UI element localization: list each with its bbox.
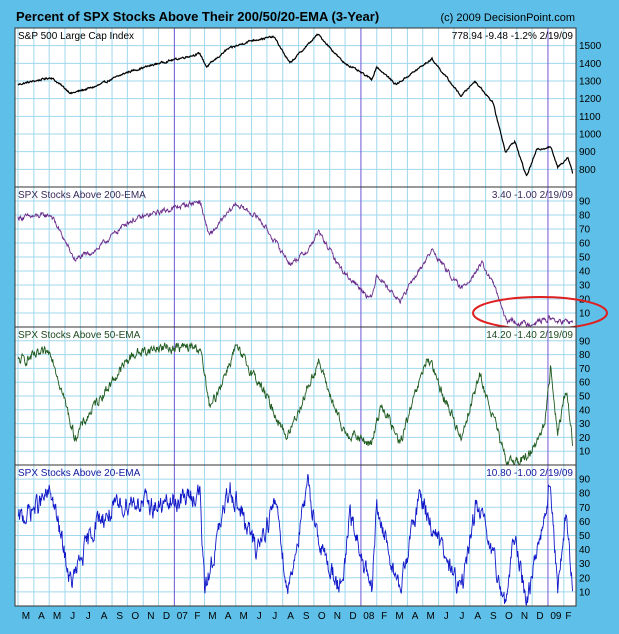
x-month-label: J xyxy=(70,611,75,622)
ema50-stats-text: 14.20 -1.40 2/19/09 xyxy=(486,330,573,341)
x-month-label: S xyxy=(303,611,310,622)
x-month-label: A xyxy=(225,611,232,622)
ema200-stats-text: 3.40 -1.00 2/19/09 xyxy=(492,190,574,201)
spx-series-line xyxy=(17,33,574,177)
x-month-label: O xyxy=(505,611,513,622)
x-month-label: A xyxy=(101,611,108,622)
ema50-ytick-label: 20 xyxy=(579,433,591,444)
ema200-ytick-label: 70 xyxy=(579,225,591,236)
ema50-ytick-label: 60 xyxy=(579,378,591,389)
ema50-ytick-label: 80 xyxy=(579,350,591,361)
chart-panels: 800 900 1000 1100 1200 1300 1400 1500 S&P 500 La… xyxy=(14,27,608,607)
x-month-label: D xyxy=(349,611,356,622)
x-month-label: S xyxy=(490,611,497,622)
ema50-ytick-label: 10 xyxy=(579,447,591,458)
x-month-label: J xyxy=(459,611,464,622)
ema20-panel-border xyxy=(14,464,577,607)
x-month-label: D xyxy=(163,611,170,622)
ema20-series-line xyxy=(18,473,573,607)
x-month-label: M xyxy=(395,611,403,622)
ema20-panel-title: SPX Stocks Above 20-EMA xyxy=(18,468,141,479)
spx-ytick-label: 800 xyxy=(579,165,596,176)
ema50-panel: 10 20 30 40 50 60 70 80 90 SPX Stocks Above 50-EM… xyxy=(14,326,591,467)
ema200-ytick-label: 10 xyxy=(579,309,591,320)
x-month-label: 09 xyxy=(550,611,562,622)
spx-ytick-label: 900 xyxy=(579,147,596,158)
x-month-label: N xyxy=(521,611,528,622)
x-month-label: J xyxy=(444,611,449,622)
ema200-panel-title: SPX Stocks Above 200-EMA xyxy=(18,190,146,201)
x-month-label: O xyxy=(131,611,139,622)
ema50-panel-title: SPX Stocks Above 50-EMA xyxy=(18,330,141,341)
ema200-ytick-label: 30 xyxy=(579,281,591,292)
ema200-ytick-label: 60 xyxy=(579,239,591,250)
ema20-ytick-label: 40 xyxy=(579,545,591,556)
spx-ytick-label: 1500 xyxy=(579,41,602,52)
ema50-ytick-label: 70 xyxy=(579,364,591,375)
x-month-label: A xyxy=(38,611,45,622)
spx-ytick-label: 1200 xyxy=(579,94,602,105)
ema20-ytick-label: 50 xyxy=(579,531,591,542)
spx-stats-text: 778.94 -9.48 -1.2% 2/19/09 xyxy=(452,31,574,42)
ema20-panel: 10 20 30 40 50 60 70 80 90 SPX Stocks Above 20-EM… xyxy=(14,464,591,607)
x-month-label: O xyxy=(318,611,326,622)
x-month-label: S xyxy=(116,611,123,622)
ema20-ytick-label: 60 xyxy=(579,517,591,528)
ema20-ytick-label: 80 xyxy=(579,489,591,500)
ema200-ytick-label: 80 xyxy=(579,211,591,222)
spx-ytick-label: 1300 xyxy=(579,77,602,88)
x-month-label: N xyxy=(147,611,154,622)
spx-panel-title: S&P 500 Large Cap Index xyxy=(18,31,134,42)
ema50-ytick-label: 40 xyxy=(579,405,591,416)
x-month-label: F xyxy=(381,611,387,622)
x-month-label: M xyxy=(427,611,435,622)
ema200-ytick-label: 50 xyxy=(579,253,591,264)
spx-ytick-label: 1000 xyxy=(579,130,602,141)
x-month-label: J xyxy=(272,611,277,622)
x-month-label: M xyxy=(239,611,247,622)
x-month-label: J xyxy=(257,611,262,622)
x-month-label: F xyxy=(565,611,571,622)
copyright-text: (c) 2009 DecisionPoint.com xyxy=(440,12,575,24)
x-month-label: 07 xyxy=(177,611,189,622)
ema200-series-line xyxy=(17,199,573,328)
ema20-ytick-label: 30 xyxy=(579,559,591,570)
ema50-series-line xyxy=(17,341,573,467)
spx-panel: 800 900 1000 1100 1200 1300 1400 1500 S&P 500 La… xyxy=(14,27,602,188)
x-axis: M A M J J A S O N D 07 F M A M J J A S O N D 08 F M A M J J A S O N D 09 F xyxy=(22,611,572,622)
x-month-label: M xyxy=(53,611,61,622)
x-month-label: M xyxy=(208,611,216,622)
ema20-ytick-label: 10 xyxy=(579,587,591,598)
ema20-ytick-label: 20 xyxy=(579,573,591,584)
x-month-label: A xyxy=(412,611,419,622)
x-month-label: A xyxy=(474,611,481,622)
ema50-ytick-label: 30 xyxy=(579,419,591,430)
x-month-label: J xyxy=(86,611,91,622)
x-month-label: M xyxy=(22,611,30,622)
spx-ytick-label: 1400 xyxy=(579,59,602,70)
ema20-ytick-label: 70 xyxy=(579,503,591,514)
ema200-ytick-label: 20 xyxy=(579,295,591,306)
ema50-ytick-label: 90 xyxy=(579,336,591,347)
x-month-label: A xyxy=(287,611,294,622)
ema20-ytick-label: 90 xyxy=(579,475,591,486)
ema20-stats-text: 10.80 -1.00 2/19/09 xyxy=(486,468,573,479)
x-month-label: D xyxy=(536,611,543,622)
x-month-label: N xyxy=(334,611,341,622)
x-month-label: 08 xyxy=(363,611,375,622)
ema200-panel: 10 20 30 40 50 60 70 80 90 SPX Stocks Above 200-E… xyxy=(14,186,608,330)
x-month-label: F xyxy=(194,611,200,622)
spx-plot-area xyxy=(15,28,576,187)
ema200-ytick-label: 90 xyxy=(579,197,591,208)
ema50-ytick-label: 50 xyxy=(579,392,591,403)
spx-ytick-label: 1100 xyxy=(579,112,601,123)
ema200-ytick-label: 40 xyxy=(579,267,591,278)
chart-title: Percent of SPX Stocks Above Their 200/50… xyxy=(16,9,379,24)
